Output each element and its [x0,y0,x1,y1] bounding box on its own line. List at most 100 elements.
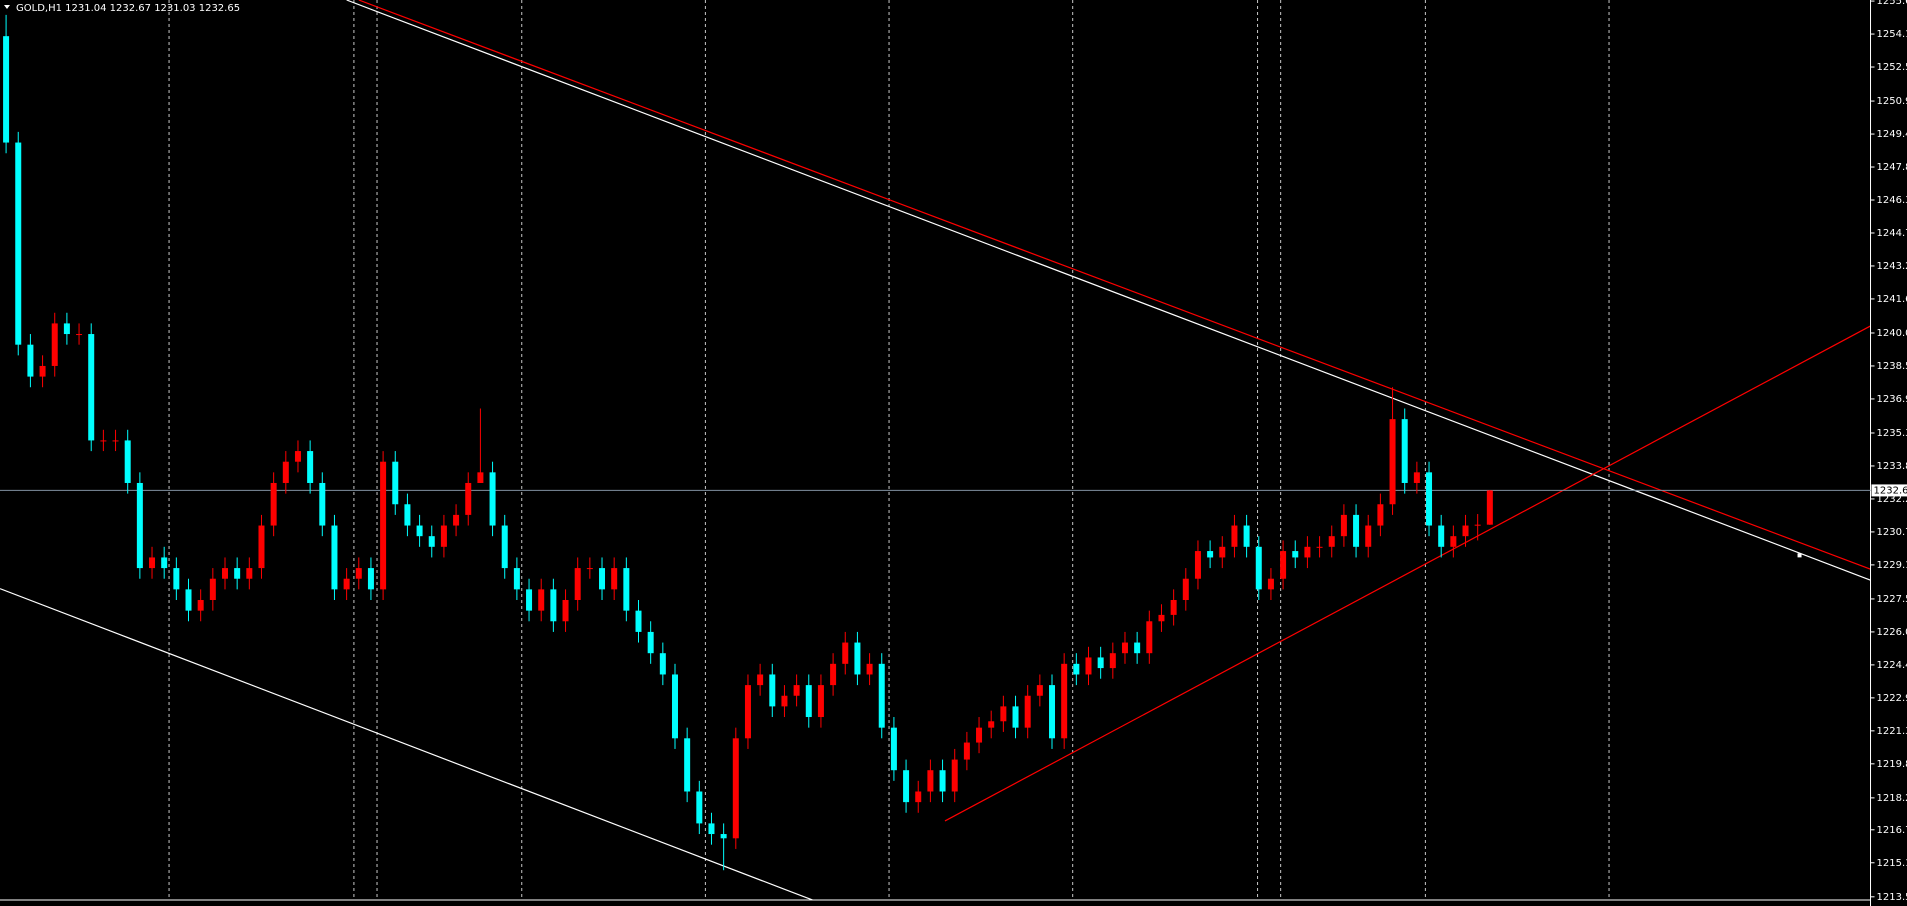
candle-body [51,323,58,366]
candle-body [1401,419,1408,483]
candle-body [404,504,411,526]
candle-body [197,600,204,611]
y-tick-label: 1252.55 [1877,62,1907,73]
candle-body [1316,546,1323,548]
candle-body [1255,546,1262,590]
y-tick-label: 1221.35 [1877,726,1907,737]
candle-body [100,440,107,442]
trend-line [346,0,1871,581]
candle-body [1158,614,1165,622]
candle-body [866,663,873,675]
candle-body [890,727,897,771]
candle-body [1049,685,1056,739]
y-tick-label: 1254.10 [1877,29,1907,40]
y-tick-label: 1243.20 [1877,261,1907,272]
candle-body [744,685,751,739]
candle-body [489,472,496,526]
candle-body [1024,695,1031,728]
candle-body [416,525,423,537]
candle-body [963,742,970,760]
candle-body [586,568,593,570]
candle-body [1085,657,1092,675]
candle-body [732,738,739,839]
candle-body [343,578,350,590]
y-tick-label: 1222.90 [1877,693,1907,704]
candle-body [1231,525,1238,547]
candle-body [878,663,885,728]
candle-body [647,631,654,654]
price-box [1871,484,1907,497]
candle-body [355,568,362,579]
candle-body [1304,546,1311,558]
candle-body [1462,525,1469,537]
candle-body [124,440,131,483]
y-tick-label: 1249.40 [1877,129,1907,140]
trend-line [358,0,1871,570]
candle-body [1486,490,1493,525]
candle-body [720,834,727,839]
candle-body [112,440,119,442]
candle-body [1036,685,1043,696]
candle-body [1134,642,1141,654]
candle-body [550,589,557,622]
candle-body [392,461,399,505]
candle-body [988,721,995,728]
candle-body [1413,472,1420,483]
candle-body [1389,419,1396,505]
day-separators [168,0,1610,900]
candle-body [623,568,630,611]
candle-body [915,791,922,803]
y-tick-label: 1255.65 [1877,0,1907,7]
y-tick-label: 1244.75 [1877,228,1907,239]
y-tick-label: 1215.15 [1877,858,1907,869]
candle-body [1012,706,1019,728]
candle-body [1073,663,1080,675]
candle-body [453,514,460,526]
candle-body [428,536,435,547]
candle-body [903,770,910,803]
y-tick-label: 1218.20 [1877,793,1907,804]
y-tick-label: 1230.70 [1877,527,1907,538]
candle-body [696,791,703,824]
candle-body [161,557,168,569]
trend-line [944,325,1871,822]
candle-body [1426,472,1433,526]
candle-body [513,568,520,590]
current-price: 1232.65 [1874,485,1907,496]
y-tick-label: 1240.05 [1877,328,1907,339]
candle-body [1170,600,1177,615]
candle-body [830,663,837,686]
candle-body [1280,551,1287,579]
candle-body [477,472,484,483]
candle-body [1194,551,1201,579]
candle-body [817,685,824,718]
candle-body [221,568,228,579]
trend-lines [0,0,1871,901]
candle-body [282,461,289,483]
candle-body [1207,551,1214,558]
candle-body [319,482,326,526]
candle-body [769,674,776,707]
candle-body [562,600,569,622]
candle-body [1377,504,1384,526]
candle-body [659,653,666,675]
candle-body [88,334,95,441]
anchor-point [1797,553,1802,558]
candle-body [1365,525,1372,547]
y-tick-label: 1241.65 [1877,294,1907,305]
candle-body [976,727,983,743]
candles [3,14,1493,871]
candle-body [1450,536,1457,547]
candle-body [671,674,678,739]
candle-body [1121,642,1128,654]
candle-body [501,525,508,569]
candle-body [27,344,34,377]
candle-body [526,589,533,611]
menu-arrow[interactable] [4,5,10,9]
y-tick-label: 1232.25 [1877,494,1907,505]
candle-body [1243,525,1250,547]
y-tick-label: 1250.95 [1877,96,1907,107]
